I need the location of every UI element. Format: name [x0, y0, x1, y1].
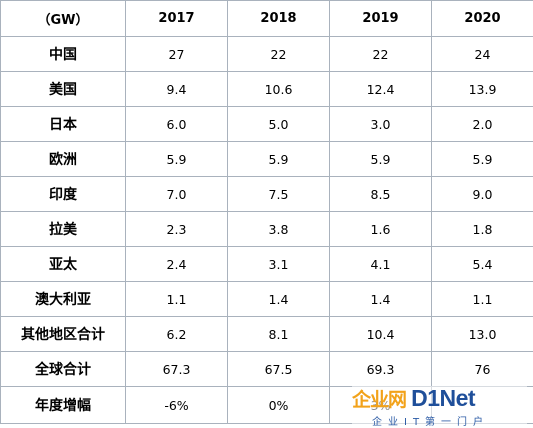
table-row: 其他地区合计 6.2 8.1 10.4 13.0	[1, 317, 533, 352]
table-cell: 8.1	[228, 317, 330, 352]
header-year: 2018	[228, 1, 330, 37]
table-cell: 4.1	[330, 247, 432, 282]
row-label: 亚太	[1, 247, 126, 282]
table-cell: 7.0	[126, 177, 228, 212]
table-cell: 5.9	[432, 142, 533, 177]
table-cell: 10.4	[330, 317, 432, 352]
table-cell: 5.9	[228, 142, 330, 177]
header-unit: （GW）	[1, 1, 126, 37]
table-row: 全球合计 67.3 67.5 69.3 76	[1, 352, 533, 387]
table-cell: 67.3	[126, 352, 228, 387]
table-cell: 3.8	[228, 212, 330, 247]
table-cell: 2.0	[432, 107, 533, 142]
table-row: 拉美 2.3 3.8 1.6 1.8	[1, 212, 533, 247]
row-label: 印度	[1, 177, 126, 212]
header-year: 2020	[432, 1, 533, 37]
row-label: 年度增幅	[1, 387, 126, 424]
table-cell: 0%	[228, 387, 330, 424]
table-cell: 8.5	[330, 177, 432, 212]
header-row: （GW） 2017 2018 2019 2020	[1, 1, 533, 37]
table-cell: 22	[330, 37, 432, 72]
table-cell: 5.4	[432, 247, 533, 282]
table-cell: 1.8	[432, 212, 533, 247]
watermark-logo: 企业网 D1Net	[352, 386, 527, 410]
row-label: 其他地区合计	[1, 317, 126, 352]
table-cell: 3.1	[228, 247, 330, 282]
table-cell: 24	[432, 37, 533, 72]
table-cell: 1.1	[432, 282, 533, 317]
table-cell: 76	[432, 352, 533, 387]
row-label: 中国	[1, 37, 126, 72]
table-row: 欧洲 5.9 5.9 5.9 5.9	[1, 142, 533, 177]
row-label: 拉美	[1, 212, 126, 247]
table-cell: 5.9	[330, 142, 432, 177]
table-cell: 6.2	[126, 317, 228, 352]
row-label: 欧洲	[1, 142, 126, 177]
table-cell: 7.5	[228, 177, 330, 212]
table-row: 印度 7.0 7.5 8.5 9.0	[1, 177, 533, 212]
watermark-chinese-text: 企业网	[352, 389, 406, 411]
table-cell: 27	[126, 37, 228, 72]
table-cell: 5.0	[228, 107, 330, 142]
row-label: 美国	[1, 72, 126, 107]
watermark-subtitle: 企业IT第一门户	[372, 413, 489, 428]
header-year: 2019	[330, 1, 432, 37]
table-cell: -6%	[126, 387, 228, 424]
table-cell: 9.4	[126, 72, 228, 107]
table-cell: 1.4	[330, 282, 432, 317]
header-year: 2017	[126, 1, 228, 37]
table-cell: 13.9	[432, 72, 533, 107]
table-row: 日本 6.0 5.0 3.0 2.0	[1, 107, 533, 142]
table-row: 亚太 2.4 3.1 4.1 5.4	[1, 247, 533, 282]
table-row: 澳大利亚 1.1 1.4 1.4 1.1	[1, 282, 533, 317]
table-cell: 5.9	[126, 142, 228, 177]
table-cell: 10.6	[228, 72, 330, 107]
table-cell: 69.3	[330, 352, 432, 387]
table-row: 中国 27 22 22 24	[1, 37, 533, 72]
table-cell: 12.4	[330, 72, 432, 107]
table-cell: 2.3	[126, 212, 228, 247]
table-cell: 67.5	[228, 352, 330, 387]
row-label: 日本	[1, 107, 126, 142]
table-cell: 1.1	[126, 282, 228, 317]
d1net-watermark: 企业网 D1Net 企业IT第一门户	[352, 386, 527, 427]
table-cell: 6.0	[126, 107, 228, 142]
row-label: 全球合计	[1, 352, 126, 387]
table-cell: 13.0	[432, 317, 533, 352]
table-cell: 1.6	[330, 212, 432, 247]
table-row: 美国 9.4 10.6 12.4 13.9	[1, 72, 533, 107]
watermark-brand-text: D1Net	[411, 385, 475, 411]
row-label: 澳大利亚	[1, 282, 126, 317]
table-cell: 9.0	[432, 177, 533, 212]
table-cell: 3.0	[330, 107, 432, 142]
table-cell: 2.4	[126, 247, 228, 282]
table-cell: 1.4	[228, 282, 330, 317]
table-cell: 22	[228, 37, 330, 72]
